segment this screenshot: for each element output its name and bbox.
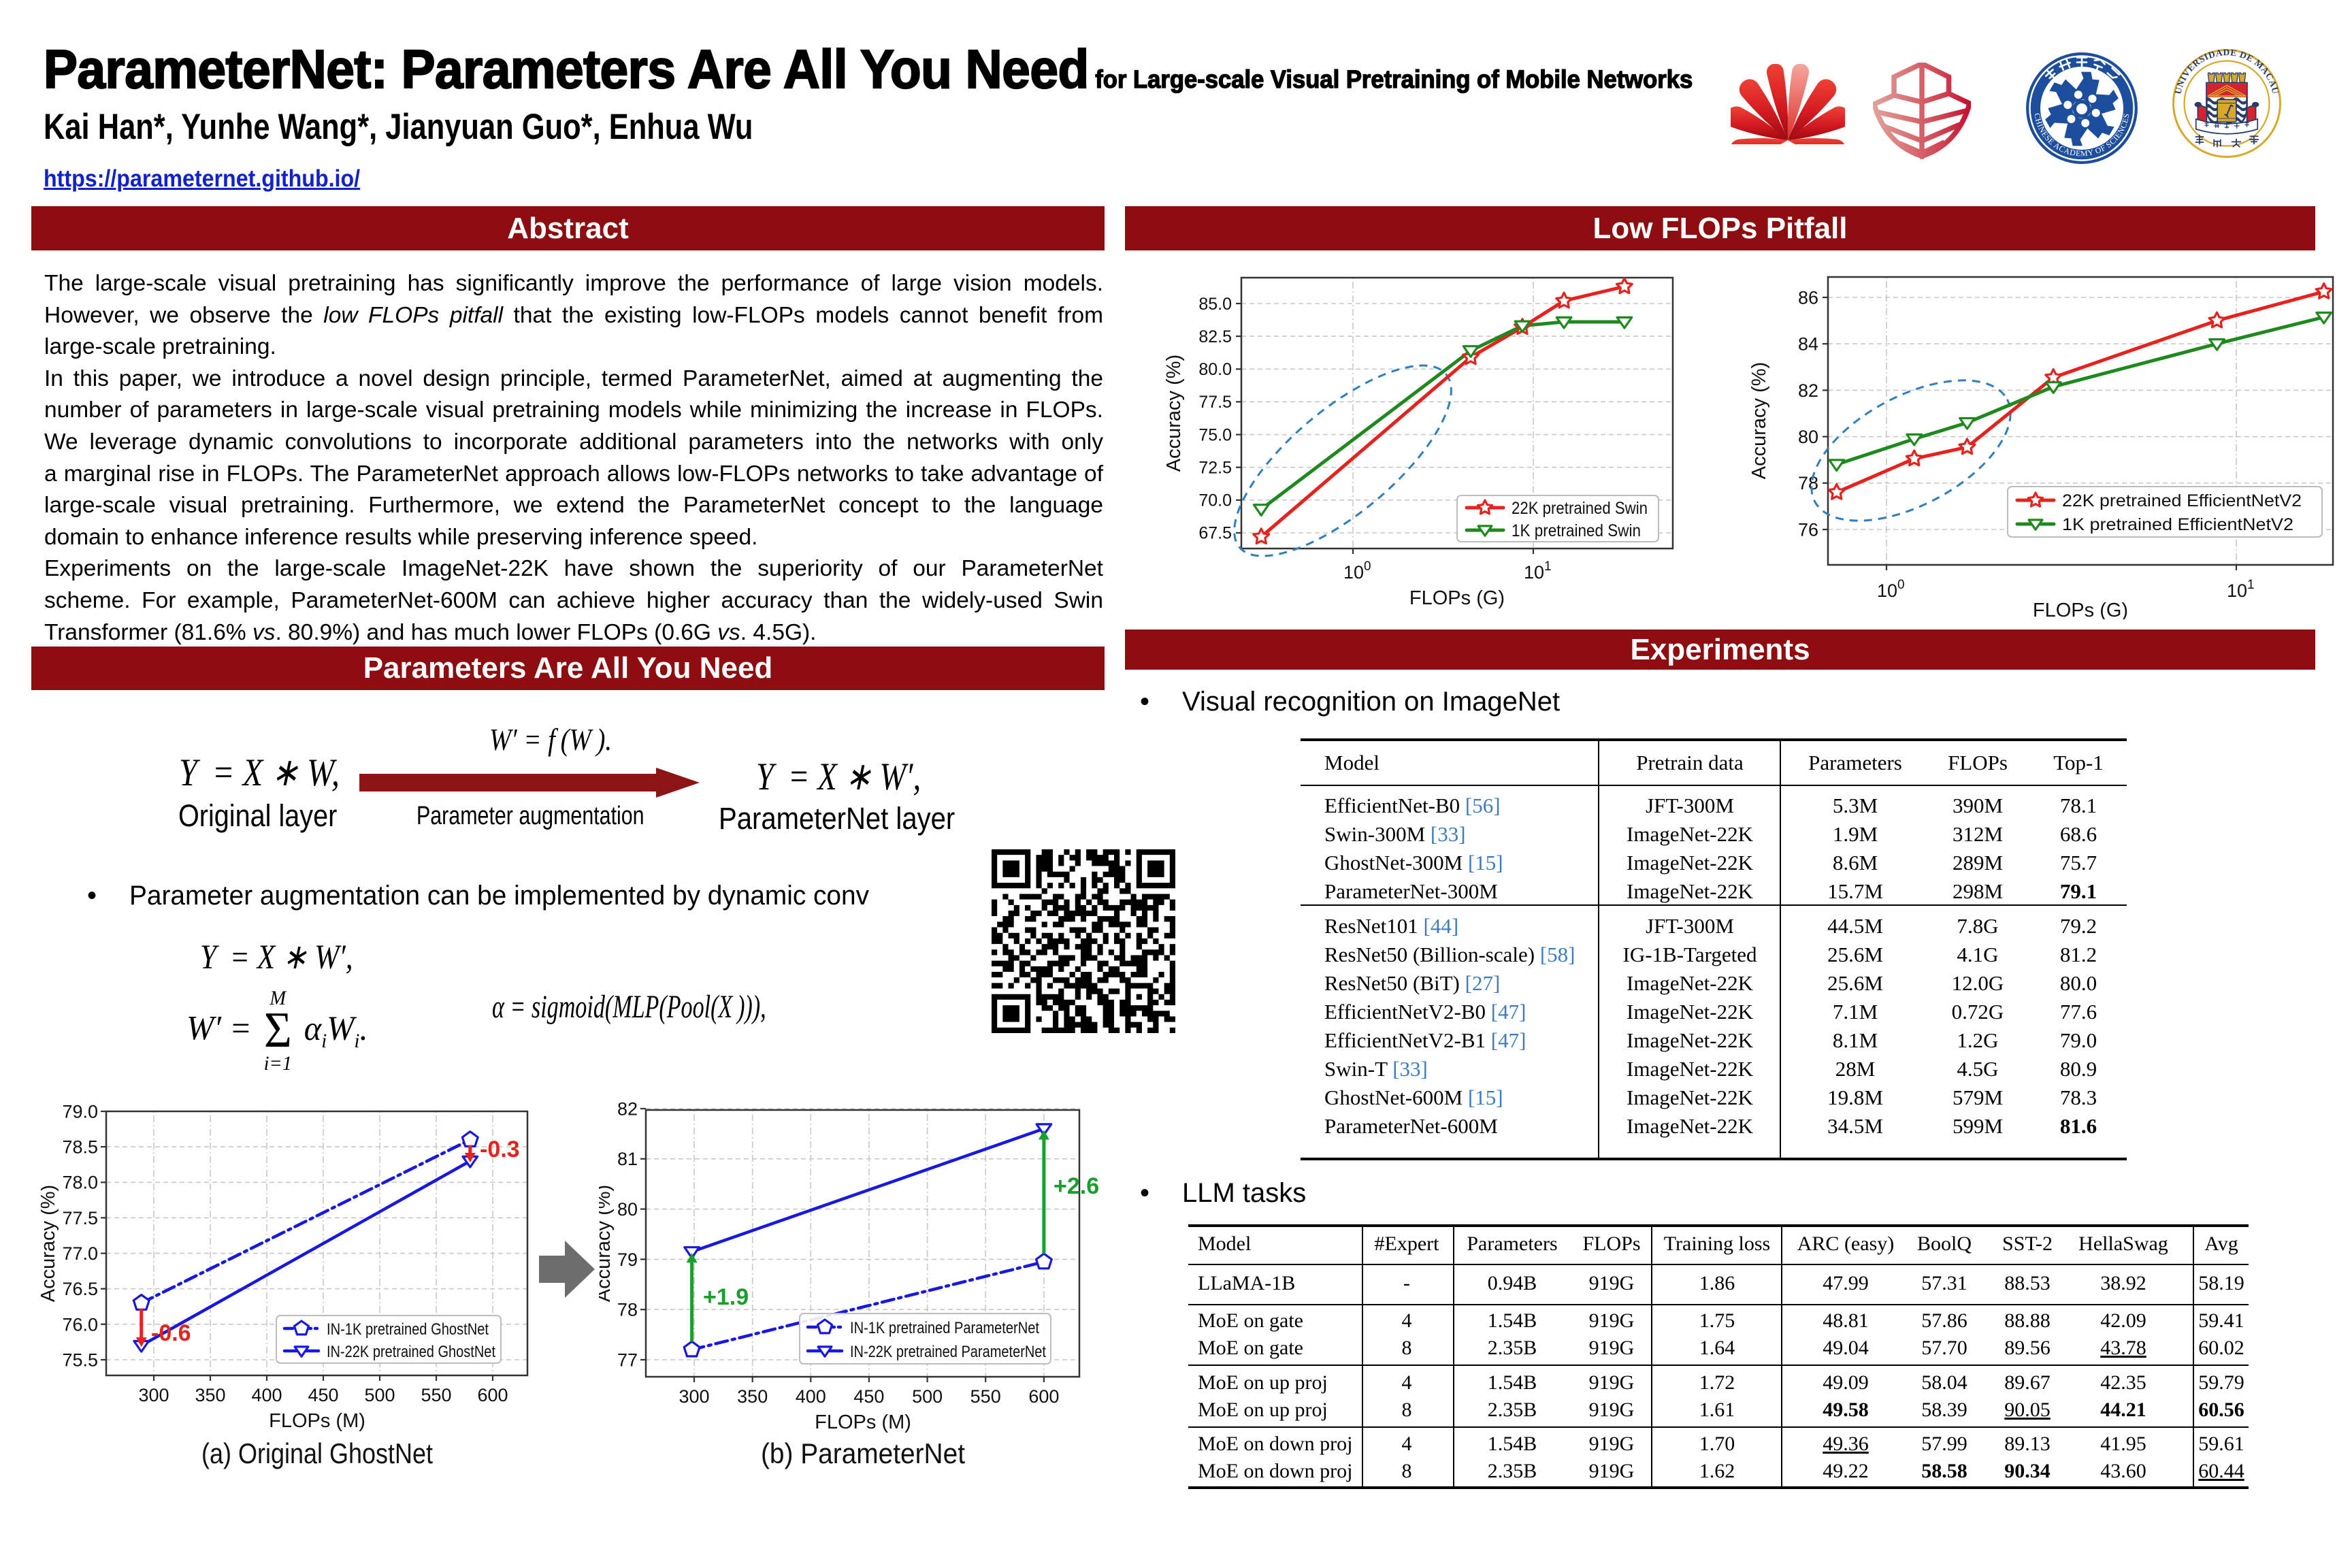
svg-text:1K pretrained EfficientNetV2: 1K pretrained EfficientNetV2	[2062, 515, 2293, 534]
svg-text:82: 82	[1798, 380, 1818, 401]
svg-text:450: 450	[308, 1385, 338, 1405]
svg-text:78.0: 78.0	[62, 1173, 98, 1193]
svg-text:75.5: 75.5	[62, 1350, 98, 1370]
svg-text:72.5: 72.5	[1198, 458, 1232, 477]
svg-text:400: 400	[796, 1386, 826, 1407]
svg-text:80: 80	[617, 1199, 638, 1220]
svg-text:85.0: 85.0	[1198, 295, 1232, 314]
svg-text:79.0: 79.0	[62, 1102, 98, 1122]
svg-text:79: 79	[617, 1250, 638, 1270]
svg-text:81: 81	[617, 1149, 638, 1169]
svg-text:76.0: 76.0	[62, 1314, 98, 1335]
svg-text:450: 450	[853, 1386, 884, 1407]
svg-text:84: 84	[1798, 334, 1818, 355]
svg-text:600: 600	[1028, 1386, 1059, 1407]
svg-text:+2.6: +2.6	[1054, 1173, 1099, 1199]
svg-text:10: 10	[1877, 581, 1897, 601]
svg-text:FLOPs (M): FLOPs (M)	[269, 1410, 365, 1432]
svg-text:67.5: 67.5	[1198, 524, 1232, 543]
svg-text:76.5: 76.5	[62, 1279, 98, 1299]
svg-text:0: 0	[1897, 578, 1905, 592]
svg-text:Accuracy (%): Accuracy (%)	[41, 1185, 59, 1302]
svg-text:350: 350	[195, 1385, 225, 1405]
svg-text:550: 550	[970, 1386, 1001, 1407]
svg-text:(a) Original GhostNet: (a) Original GhostNet	[201, 1437, 433, 1469]
svg-text:77.5: 77.5	[1198, 393, 1232, 412]
svg-text:600: 600	[477, 1385, 508, 1405]
svg-text:FLOPs (G): FLOPs (G)	[2033, 600, 2128, 619]
svg-text:1: 1	[2247, 578, 2255, 592]
svg-text:78: 78	[1798, 473, 1818, 493]
svg-text:(b) ParameterNet: (b) ParameterNet	[761, 1437, 965, 1469]
svg-text:1K pretrained Swin: 1K pretrained Swin	[1512, 521, 1641, 540]
svg-text:500: 500	[364, 1385, 395, 1405]
svg-text:77.5: 77.5	[62, 1208, 98, 1228]
svg-text:80.0: 80.0	[1198, 360, 1232, 379]
svg-text:FLOPs (G): FLOPs (G)	[1409, 587, 1505, 609]
svg-text:80: 80	[1798, 427, 1818, 447]
svg-text:IN-1K pretrained GhostNet: IN-1K pretrained GhostNet	[327, 1320, 489, 1339]
svg-text:IN-1K pretrained ParameterNet: IN-1K pretrained ParameterNet	[850, 1319, 1039, 1337]
svg-text:78.5: 78.5	[62, 1137, 98, 1158]
svg-text:-0.6: -0.6	[151, 1320, 191, 1346]
svg-text:+1.9: +1.9	[703, 1284, 749, 1310]
svg-text:FLOPs (M): FLOPs (M)	[815, 1411, 911, 1433]
svg-text:500: 500	[912, 1386, 943, 1407]
svg-text:77.0: 77.0	[62, 1243, 98, 1264]
svg-text:300: 300	[138, 1385, 169, 1405]
svg-text:Accuracy (%): Accuracy (%)	[599, 1185, 615, 1302]
svg-text:77: 77	[617, 1350, 638, 1370]
svg-text:Accuracy (%): Accuracy (%)	[1748, 362, 1770, 479]
svg-text:Accuracy (%): Accuracy (%)	[1163, 355, 1185, 472]
svg-text:IN-22K pretrained GhostNet: IN-22K pretrained GhostNet	[327, 1343, 495, 1361]
svg-text:82.5: 82.5	[1198, 327, 1232, 346]
svg-text:10: 10	[1524, 562, 1544, 583]
svg-text:22K pretrained Swin: 22K pretrained Swin	[1512, 499, 1648, 518]
svg-text:70.0: 70.0	[1198, 491, 1232, 510]
svg-text:10: 10	[2227, 581, 2247, 601]
svg-text:82: 82	[617, 1099, 638, 1120]
svg-text:400: 400	[251, 1385, 282, 1405]
svg-text:-0.3: -0.3	[480, 1137, 520, 1162]
svg-text:300: 300	[679, 1386, 709, 1407]
svg-text:75.0: 75.0	[1198, 425, 1232, 444]
svg-text:22K pretrained EfficientNetV2: 22K pretrained EfficientNetV2	[2062, 491, 2302, 510]
svg-text:86: 86	[1798, 288, 1818, 308]
svg-text:550: 550	[421, 1385, 451, 1405]
svg-text:10: 10	[1343, 562, 1364, 583]
svg-text:76: 76	[1798, 519, 1818, 540]
svg-text:IN-22K pretrained ParameterNet: IN-22K pretrained ParameterNet	[850, 1343, 1046, 1361]
svg-text:0: 0	[1364, 559, 1371, 574]
svg-text:78: 78	[617, 1300, 638, 1320]
svg-text:350: 350	[737, 1386, 768, 1407]
svg-text:1: 1	[1544, 559, 1552, 574]
